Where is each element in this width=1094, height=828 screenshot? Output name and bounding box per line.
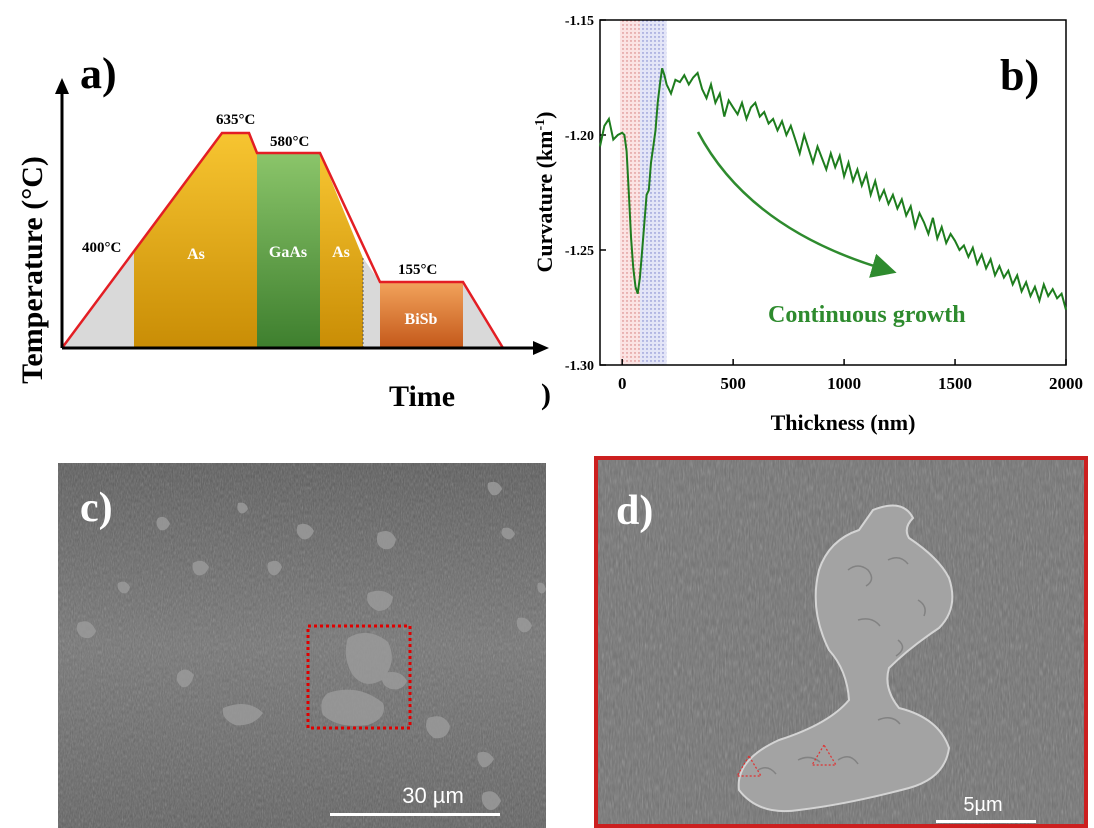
x-axis-label: Time [389, 380, 455, 413]
panel-b: -1.30 -1.25 -1.20 -1.15 0 500 1000 1500 2000 b)… [530, 0, 1094, 450]
island-feature [737, 504, 954, 813]
temp-label-155: 155°C [398, 262, 437, 278]
panel-c-label: c) [80, 485, 113, 531]
plot-frame [599, 19, 1067, 366]
x-axis-arrow [533, 341, 549, 355]
panel-a-label: a) [80, 49, 117, 98]
shaded-band-2 [639, 20, 667, 365]
temp-label-635: 635°C [216, 112, 255, 128]
continuous-growth-label: Continuous growth [768, 302, 966, 328]
x-axis-label-tail: ) [541, 378, 551, 411]
panel-a: a) Temperature (°C) Time ) 400°C 635°C 5… [0, 0, 560, 420]
y-tick-label: -1.30 [565, 359, 594, 374]
region-label-as-1: As [187, 246, 205, 263]
scale-bar-c [330, 813, 500, 816]
temp-label-400: 400°C [82, 240, 121, 256]
y-tick-label: -1.15 [565, 14, 594, 29]
sem-surface-d: d) 5µm [598, 460, 1084, 824]
y-axis-arrow [55, 78, 69, 94]
y-tick-label: -1.20 [565, 129, 594, 144]
bisb-region [380, 282, 463, 348]
x-axis-title: Thickness (nm) [771, 410, 916, 435]
as-region-1 [134, 133, 257, 348]
scale-bar-d [936, 820, 1036, 823]
x-tick-label: 0 [618, 374, 627, 393]
ramp-mid-region [363, 258, 380, 348]
region-label-bisb: BiSb [405, 311, 438, 328]
x-tick-label: 1000 [827, 374, 861, 393]
continuous-growth-arrow [696, 131, 897, 278]
y-tick-label: -1.25 [565, 244, 594, 259]
panel-d-label: d) [616, 488, 653, 534]
surface-islands [76, 481, 546, 810]
gaas-region [257, 153, 320, 348]
x-tick-label: 500 [720, 374, 746, 393]
panel-c-sem-image: c) 30 µm [58, 463, 546, 828]
temp-label-580: 580°C [270, 134, 309, 150]
zoom-region-marker [306, 624, 412, 730]
x-tick-label: 2000 [1049, 374, 1083, 393]
region-label-as-2: As [332, 244, 350, 261]
curvature-series-line [599, 67, 1067, 311]
scale-bar-c-label: 30 µm [402, 783, 464, 808]
shaded-band-1 [619, 20, 640, 365]
sem-surface-c: c) 30 µm [58, 463, 546, 828]
curvature-chart: -1.30 -1.25 -1.20 -1.15 0 500 1000 1500 2000 b)… [532, 14, 1083, 435]
y-axis-label: Temperature (°C) [16, 156, 49, 384]
scale-bar-d-label: 5µm [963, 794, 1002, 816]
as-region-2 [320, 153, 363, 348]
panel-d-sem-image: d) 5µm [594, 456, 1088, 828]
panel-b-label: b) [1000, 51, 1039, 100]
x-tick-label: 1500 [938, 374, 972, 393]
temperature-profile-diagram: a) Temperature (°C) Time ) 400°C 635°C 5… [16, 49, 551, 413]
y-axis-title: Curvature (km-1) [532, 112, 557, 273]
region-label-gaas: GaAs [269, 244, 307, 261]
temperature-profile-line [60, 131, 505, 349]
